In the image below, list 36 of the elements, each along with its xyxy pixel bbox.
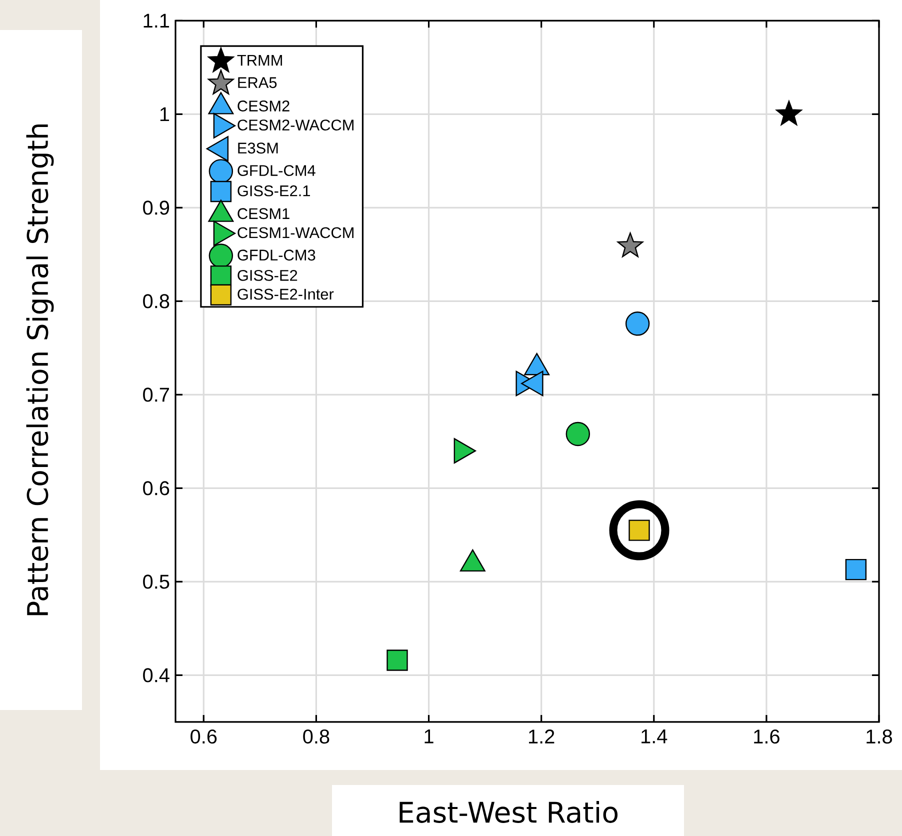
legend-label: GISS-E2.1	[238, 185, 310, 196]
y-tick-label: 0.6	[143, 481, 170, 496]
point	[386, 650, 408, 671]
y-axis-title: Pattern Correlation Signal Strength	[26, 124, 54, 616]
x-tick-label: 1.2	[528, 730, 554, 744]
point	[776, 100, 802, 126]
legend-label: CESM1	[238, 208, 290, 220]
y-tick-label: 0.8	[143, 294, 170, 308]
legend-label: GISS-E2-Inter	[238, 288, 334, 300]
x-tick-label: 1.8	[866, 730, 892, 744]
legend-label: E3SM	[238, 142, 278, 154]
point	[845, 558, 867, 580]
legend-label: CESM2	[238, 100, 290, 112]
x-tick-label: 1.4	[642, 730, 668, 744]
legend-label: CESM2-WACCM	[238, 120, 354, 131]
legend-label: CESM1-WACCM	[238, 227, 354, 238]
point	[566, 422, 590, 446]
y-tick-label: 0.9	[143, 200, 170, 215]
legend-label: TRMM	[237, 54, 282, 66]
y-tick-label: 1.1	[144, 14, 170, 28]
y-tick-label: 0.7	[143, 388, 169, 402]
y-tick-label: 0.5	[143, 574, 170, 589]
legend-label: GISS-E2	[238, 270, 298, 281]
x-tick-label: 1	[424, 730, 434, 744]
legend-label: GFDL-CM3	[238, 250, 316, 261]
x-tick-label: 0.8	[303, 730, 330, 744]
legend-label: GFDL-CM4	[238, 165, 316, 176]
point	[625, 312, 650, 336]
point	[617, 232, 644, 258]
legend-label: ERA5	[238, 77, 277, 88]
x-axis-title: East-West Ratio	[400, 801, 618, 823]
y-tick-label: 0.4	[143, 668, 170, 682]
point	[609, 500, 670, 560]
y-tick-label: 1	[160, 107, 170, 122]
x-tick-label: 1.6	[754, 730, 780, 744]
x-tick-label: 0.6	[190, 730, 217, 744]
